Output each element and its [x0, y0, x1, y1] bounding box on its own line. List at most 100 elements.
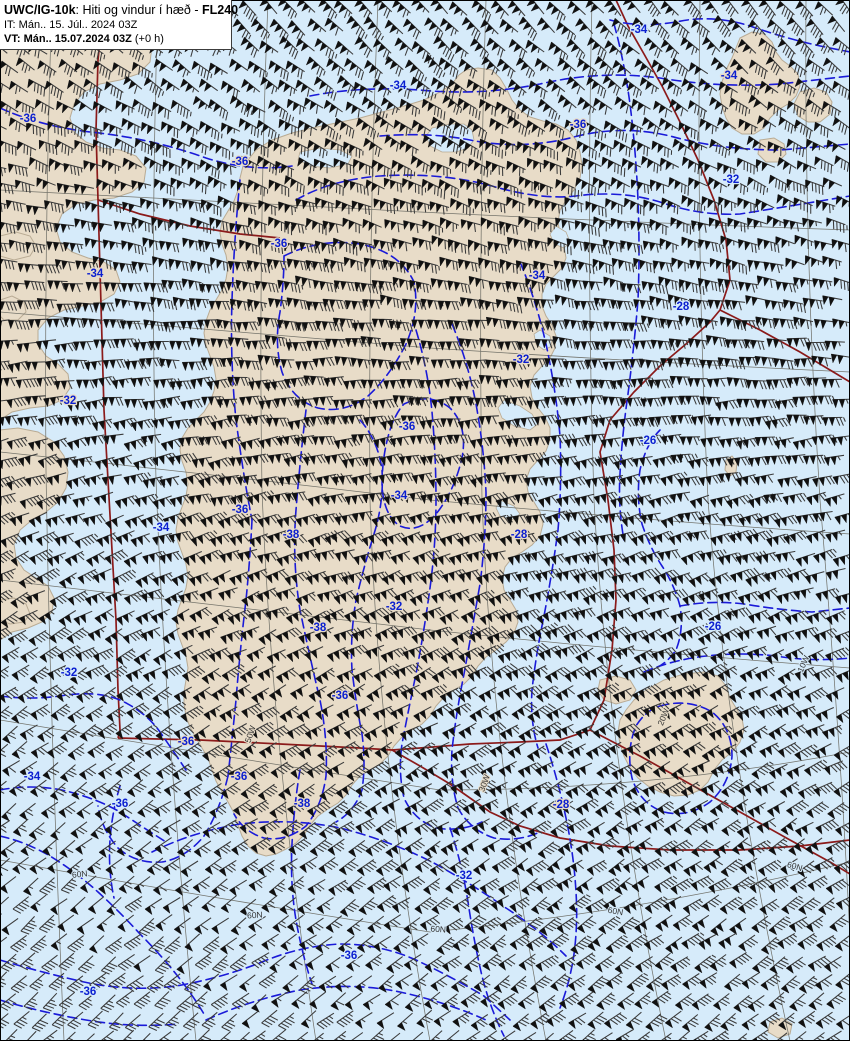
barb-pennant [312, 22, 321, 32]
barb-pennant [407, 23, 416, 32]
barb-pennant [660, 0, 669, 10]
barb-half [728, 32, 732, 37]
barb-pennant [338, 4, 347, 14]
barb-full [767, 10, 773, 19]
barb-pennant [444, 22, 453, 32]
barb-pennant [282, 2, 291, 12]
barb-full [335, 26, 339, 36]
barb-pennant [250, 18, 260, 28]
wind-barb [670, 19, 690, 41]
wind-barb [439, 18, 459, 37]
wind-barb [499, 19, 519, 33]
wind-barb [402, 18, 422, 40]
barb-full [450, 27, 455, 37]
barb-full [487, 13, 492, 23]
barb-full [604, 30, 610, 40]
barb-full [839, 3, 846, 12]
barb-full [412, 28, 418, 38]
barb-half [491, 29, 495, 35]
grat-lon-10w [805, 0, 850, 941]
land-arctic-islet-2 [0, 231, 37, 261]
barb-pennant [287, 20, 296, 29]
isotherm-gl-38-long [233, 409, 328, 840]
barb-half [406, 11, 410, 16]
barb-pennant [712, 15, 722, 24]
barb-full [781, 5, 786, 15]
land-greenland-se-detail [495, 499, 521, 521]
barb-pennant [466, 21, 475, 31]
wind-barb [471, 0, 492, 23]
wind-barb [507, 0, 526, 17]
barb-full [415, 31, 420, 40]
wind-barb [775, 0, 795, 23]
barb-full [327, 8, 333, 18]
barb-pennant [423, 17, 433, 27]
barb-pennant [255, 23, 264, 32]
barb-full [532, 32, 538, 41]
barb-full [657, 26, 663, 36]
barb-half [348, 11, 351, 17]
barb-pennant [476, 4, 485, 13]
barb-full [721, 26, 728, 35]
barb-pennant [453, 5, 462, 15]
barb-full [751, 13, 758, 22]
barb-full [619, 25, 624, 35]
barb-full [650, 6, 656, 15]
isotherm-s11 [108, 785, 121, 899]
barb-full [819, 6, 824, 16]
wind-barb [574, 18, 594, 35]
isotherm-gl-32-east [450, 323, 541, 840]
barb-pennant [439, 18, 448, 28]
barb-full [330, 11, 335, 20]
barb-pennant [324, 17, 333, 27]
wind-barb [518, 16, 538, 41]
barb-pennant [775, 0, 785, 10]
wind-barb [556, 21, 577, 42]
wind-barb [346, 15, 368, 40]
land-greenland-scoresby [497, 399, 539, 431]
barb-half [845, 9, 850, 14]
barb-pennant [522, 21, 532, 31]
barb-pennant [448, 1, 457, 11]
barb-full [765, 7, 771, 16]
barb-half [334, 13, 338, 19]
barb-pennant [391, 0, 401, 9]
barb-pennant [354, 0, 363, 8]
barb-full [241, 29, 247, 38]
wind-barb [545, 1, 566, 23]
barb-full [374, 30, 380, 39]
barb-half [460, 11, 464, 16]
barb-full [800, 6, 805, 15]
barb-full [762, 4, 769, 14]
wind-barb [726, 17, 746, 33]
barb-pennant [650, 18, 659, 28]
barb-pennant [603, 0, 613, 8]
barb-pennant [511, 5, 521, 14]
barb-full [263, 31, 268, 40]
fir-boundary-ne-corner [719, 309, 850, 383]
barb-full [784, 8, 789, 18]
barb-half [698, 14, 703, 20]
barb-full [647, 3, 654, 12]
barb-full [802, 8, 808, 18]
isotherm-s5 [0, 999, 179, 1027]
barb-pennant [631, 17, 641, 26]
barb-half [308, 7, 311, 13]
barb-full [725, 3, 731, 12]
barb-half [319, 27, 322, 33]
barb-full [692, 9, 698, 18]
barb-full [655, 24, 660, 33]
isotherm-s6 [151, 820, 567, 957]
barb-pennant [518, 16, 527, 26]
barb-full [471, 27, 476, 36]
barb-pennant [567, 0, 576, 10]
barb-half [656, 11, 660, 17]
barb-pennant [389, 24, 398, 34]
barb-full [694, 11, 700, 21]
barb-pennant [579, 23, 588, 32]
barb-pennant [358, 3, 368, 13]
isotherm-n3 [0, 107, 293, 169]
barb-pennant [664, 5, 674, 15]
wind-barb [603, 0, 622, 17]
